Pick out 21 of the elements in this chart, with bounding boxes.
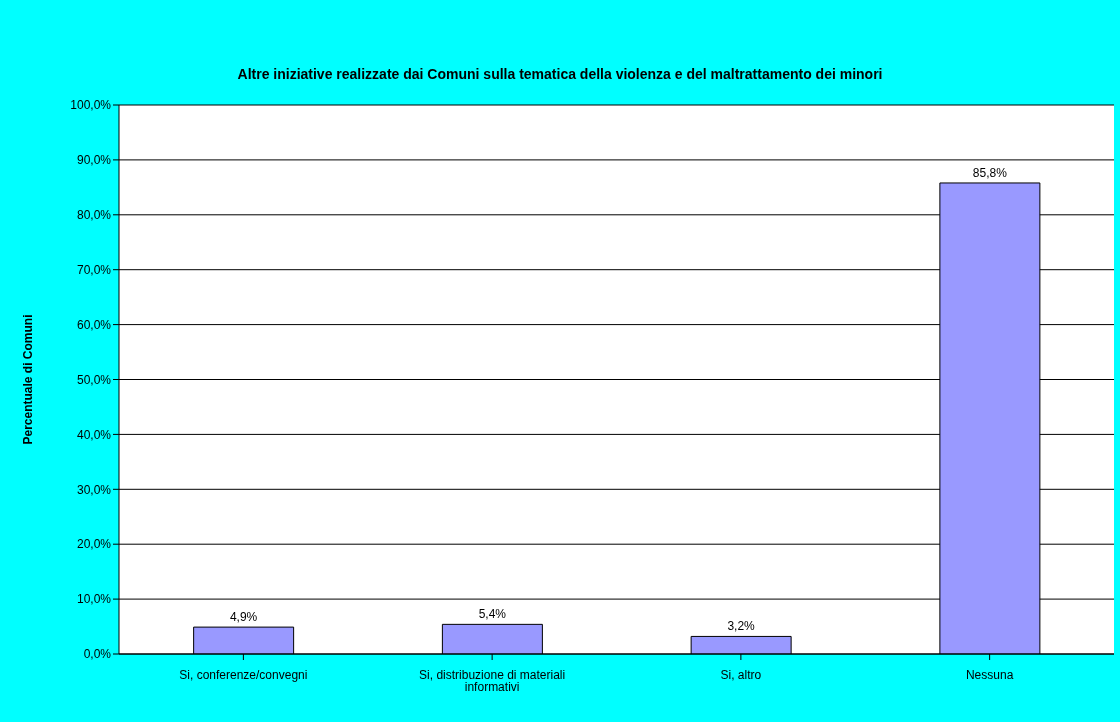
data-label: 4,9%: [229, 610, 258, 625]
y-tick-label: 30,0%: [76, 482, 112, 497]
data-label: 5,4%: [478, 607, 507, 622]
y-tick-label: 60,0%: [76, 317, 112, 332]
y-axis-title: Percentuale di Comuni: [21, 314, 36, 445]
y-tick-label: 50,0%: [76, 372, 112, 387]
x-tick-label: Nessuna: [965, 667, 1014, 682]
y-tick-label: 100,0%: [70, 98, 112, 113]
x-tick-label: Si, distribuzione di materiali informativi: [419, 667, 566, 694]
data-label: 85,8%: [972, 165, 1008, 180]
x-tick-label: Si, altro: [720, 667, 762, 682]
y-tick-label: 0,0%: [83, 647, 112, 662]
data-label: 3,2%: [727, 619, 756, 634]
y-tick-label: 10,0%: [76, 592, 112, 607]
y-tick-label: 20,0%: [76, 537, 112, 552]
y-tick-label: 90,0%: [76, 153, 112, 168]
chart-title: Altre iniziative realizzate dai Comuni sulla tematica della violenza e del maltrattamento dei minori: [236, 66, 884, 82]
y-tick-label: 70,0%: [76, 262, 112, 277]
y-tick-label: 40,0%: [76, 427, 112, 442]
x-tick-label: Si, conferenze/convegni: [179, 667, 308, 682]
y-tick-label: 80,0%: [76, 208, 112, 223]
